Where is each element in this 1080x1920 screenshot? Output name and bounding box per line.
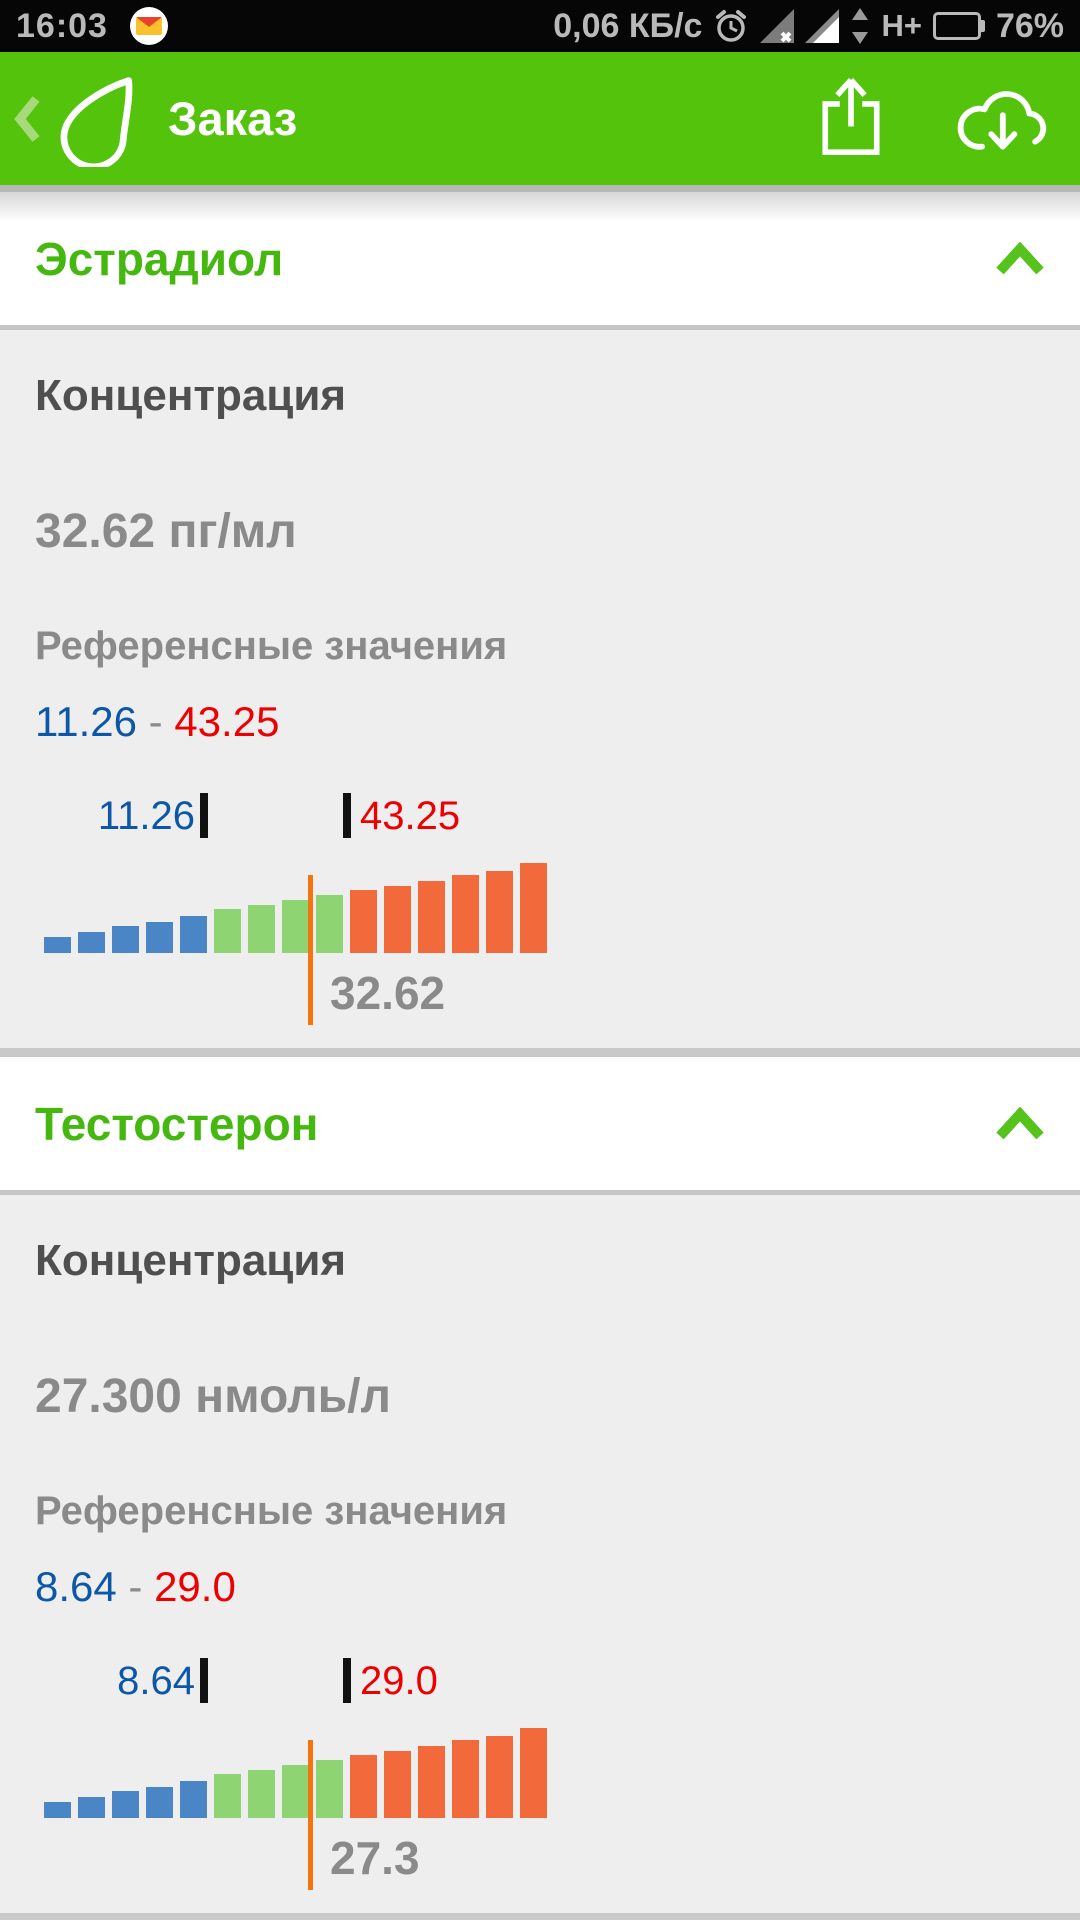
chart-bar — [180, 916, 207, 953]
chart-bar — [350, 890, 377, 953]
high-tick — [343, 1658, 351, 1703]
value-marker-label: 27.3 — [330, 1832, 420, 1884]
reference-high: 43.25 — [174, 698, 280, 745]
reference-range: 11.26 - 43.25 — [35, 698, 280, 745]
reference-label: Референсные значения — [35, 624, 508, 668]
chart-bar — [486, 1736, 513, 1818]
chart-bar — [146, 922, 173, 953]
appbar-shadow — [0, 185, 1080, 192]
chart-bar — [384, 886, 411, 953]
high-tick-label: 43.25 — [360, 794, 461, 838]
chart-bars — [44, 1728, 547, 1818]
section-title: Тестостерон — [35, 1097, 319, 1150]
chart-bar — [214, 1774, 241, 1818]
envelope-icon — [135, 17, 162, 35]
concentration-value: 27.300 нмоль/л — [35, 1370, 391, 1423]
value-marker-line — [308, 1740, 313, 1890]
mail-notification-icon — [129, 7, 168, 45]
chart-bar — [248, 905, 275, 953]
signal-sim2-icon — [805, 9, 840, 43]
reference-high: 29.0 — [154, 1563, 236, 1610]
reference-bar-chart: 8.64 29.0 27.3 — [35, 1658, 1045, 1893]
chart-bar — [44, 937, 71, 953]
cloud-download-icon — [957, 91, 1047, 150]
divider — [0, 325, 1080, 330]
battery-icon — [932, 12, 985, 40]
value-marker-label: 32.62 — [330, 967, 446, 1019]
chart-bar — [78, 1797, 105, 1818]
chart-bar — [316, 895, 343, 953]
alarm-icon — [716, 10, 747, 42]
high-tick-label: 29.0 — [360, 1659, 438, 1703]
chart-bar — [112, 926, 139, 953]
chart-bar — [214, 909, 241, 953]
low-tick-label: 11.26 — [97, 794, 195, 838]
signal-sim1-no-signal-icon — [760, 9, 795, 43]
chart-bar — [452, 875, 479, 953]
section-divider — [0, 1913, 1080, 1920]
chart-bar — [384, 1751, 411, 1818]
chart-bar — [78, 932, 105, 953]
divider — [0, 1190, 1080, 1195]
share-button[interactable] — [814, 75, 888, 162]
chart-bar — [146, 1787, 173, 1818]
result-section-testosterone: Концентрация 27.300 нмоль/л Референсные … — [0, 1195, 1080, 1913]
share-icon — [822, 77, 880, 155]
chart-bar — [520, 863, 547, 953]
data-updown-arrows-icon — [852, 8, 869, 44]
low-tick-label: 8.64 — [117, 1659, 195, 1703]
chart-bar — [350, 1755, 377, 1818]
chart-bar — [180, 1781, 207, 1818]
clock-text: 16:03 — [16, 6, 108, 45]
chart-bar — [418, 881, 445, 953]
status-bar: 16:03 0,06 КБ/с H+ — [0, 0, 1080, 52]
concentration-label: Концентрация — [35, 1236, 347, 1285]
chart-bar — [112, 1791, 139, 1818]
chart-bar — [520, 1728, 547, 1818]
result-section-estradiol: Концентрация 32.62 пг/мл Референсные зна… — [0, 330, 1080, 1048]
leaf-logo-icon — [60, 76, 133, 167]
chart-bar — [282, 1765, 309, 1818]
chart-bar — [282, 900, 309, 953]
high-tick — [343, 793, 351, 838]
section-divider — [0, 1048, 1080, 1057]
download-report-button[interactable] — [954, 77, 1050, 160]
reference-label: Референсные значения — [35, 1489, 508, 1533]
reference-bar-chart: 11.26 43.25 32.62 — [35, 793, 1045, 1028]
chart-bar — [418, 1746, 445, 1818]
reference-low: 8.64 — [35, 1563, 117, 1610]
chart-bar — [248, 1770, 275, 1818]
chevron-up-icon[interactable] — [995, 1106, 1045, 1141]
chart-bar — [452, 1740, 479, 1818]
low-tick — [200, 793, 208, 838]
battery-percent-text: 76% — [995, 6, 1064, 45]
concentration-label: Концентрация — [35, 371, 347, 420]
section-header-estradiol[interactable]: Эстрадиол — [0, 192, 1080, 325]
value-marker-line — [308, 875, 313, 1025]
chart-bars — [44, 863, 547, 953]
back-chevron-icon — [14, 95, 40, 142]
reference-low: 11.26 — [35, 698, 137, 745]
low-tick — [200, 1658, 208, 1703]
network-speed-text: 0,06 КБ/с — [553, 6, 703, 45]
section-title: Эстрадиол — [35, 232, 284, 285]
concentration-value: 32.62 пг/мл — [35, 505, 297, 558]
chart-bar — [44, 1802, 71, 1818]
back-button[interactable] — [10, 52, 44, 185]
page-title: Заказ — [168, 92, 298, 145]
chart-bar — [316, 1760, 343, 1818]
chart-bar — [486, 871, 513, 953]
app-bar: Заказ — [0, 52, 1080, 185]
reference-range: 8.64 - 29.0 — [35, 1563, 236, 1610]
network-type-badge: H+ — [881, 8, 922, 43]
section-header-testosterone[interactable]: Тестостерон — [0, 1057, 1080, 1190]
chevron-up-icon[interactable] — [995, 241, 1045, 276]
